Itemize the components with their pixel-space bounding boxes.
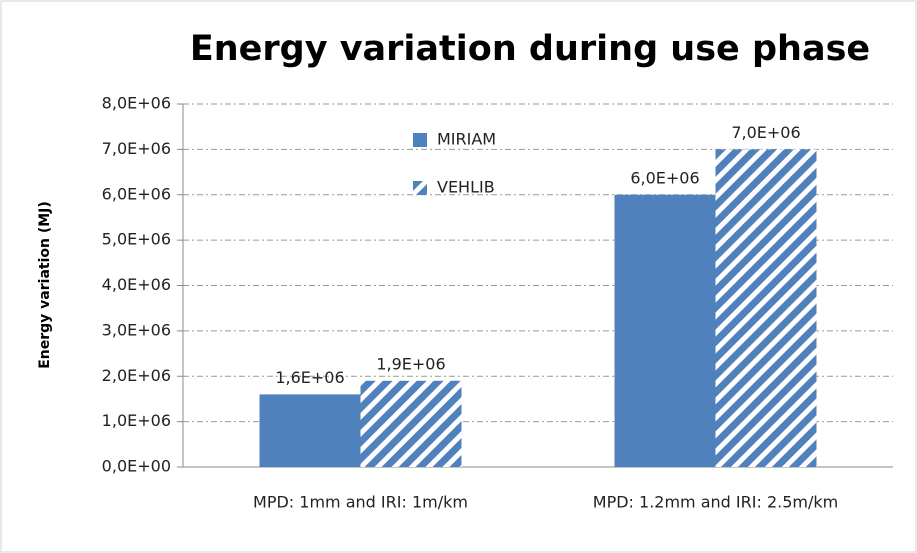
y-tick-label: 5,0E+06 xyxy=(102,230,171,249)
data-label: 6,0E+06 xyxy=(630,168,699,187)
x-tick-label: MPD: 1.2mm and IRI: 2.5m/km xyxy=(593,493,838,512)
y-tick-label: 4,0E+06 xyxy=(102,275,171,294)
y-tick-label: 2,0E+06 xyxy=(102,366,171,385)
y-tick-label: 3,0E+06 xyxy=(102,320,171,339)
y-tick-label: 6,0E+06 xyxy=(102,184,171,203)
data-label: 7,0E+06 xyxy=(731,123,800,142)
x-tick-label: MPD: 1mm and IRI: 1m/km xyxy=(253,493,468,512)
y-tick-label: 8,0E+06 xyxy=(102,94,171,113)
data-label: 1,9E+06 xyxy=(376,354,445,373)
legend-swatch xyxy=(413,181,427,195)
y-axis-label: Energy variation (MJ) xyxy=(37,201,53,369)
legend-label: VEHLIB xyxy=(437,178,495,197)
chart-title: Energy variation during use phase xyxy=(190,29,870,69)
legend-swatch xyxy=(413,133,427,147)
legend-label: MIRIAM xyxy=(437,130,496,149)
y-tick-label: 0,0E+00 xyxy=(102,457,171,476)
data-label: 1,6E+06 xyxy=(275,368,344,387)
bar xyxy=(614,194,716,467)
y-tick-label: 1,0E+06 xyxy=(102,411,171,430)
bar xyxy=(360,380,462,467)
y-tick-label: 7,0E+06 xyxy=(102,139,171,158)
bar xyxy=(715,149,817,467)
bar xyxy=(259,394,361,467)
